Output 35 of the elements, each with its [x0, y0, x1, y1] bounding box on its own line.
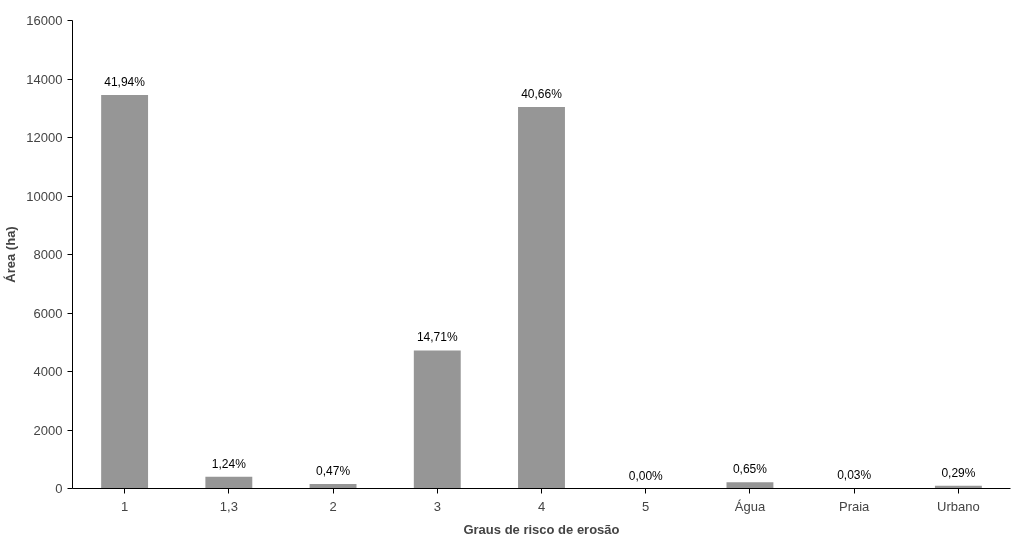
y-tick-label: 6000 — [33, 305, 63, 321]
bar — [309, 484, 357, 489]
x-tick-label: 1,3 — [219, 498, 238, 514]
x-tick-label: 1 — [121, 498, 129, 514]
annotation: 14,71% — [416, 330, 458, 345]
annotation: 0,00% — [628, 468, 664, 483]
x-tick-label: Urbano — [937, 498, 980, 514]
annotation: 40,66% — [521, 87, 563, 102]
y-tick-label: 14000 — [26, 71, 63, 87]
bar — [205, 476, 253, 489]
x-tick-label: 4 — [537, 498, 546, 514]
x-tick-label: Água — [734, 498, 766, 514]
x-tick-label: 3 — [433, 498, 441, 514]
annotation: 0,03% — [837, 468, 872, 483]
y-tick-label: 0 — [55, 481, 63, 496]
y-tick-label: 2000 — [33, 422, 63, 438]
x-tick-label: Praia — [838, 498, 871, 514]
y-axis-title: Área (ha) — [3, 226, 19, 283]
annotation: 41,94% — [104, 75, 146, 90]
x-axis-title: Graus de risco de erosão — [463, 521, 620, 537]
bar — [101, 95, 149, 489]
x-tick-label: 2 — [329, 498, 337, 514]
bar — [726, 482, 774, 489]
annotation: 0,65% — [732, 462, 768, 477]
annotation: 1,24% — [211, 456, 247, 471]
y-tick-label: 4000 — [33, 364, 63, 379]
bar — [518, 107, 565, 489]
annotation: 0,47% — [316, 464, 351, 479]
bar — [413, 350, 461, 489]
annotation: 0,29% — [941, 465, 976, 480]
x-tick-label: 5 — [642, 498, 650, 514]
y-tick-label: 12000 — [26, 130, 63, 145]
y-tick-label: 10000 — [26, 188, 63, 204]
y-tick-label: 16000 — [26, 13, 63, 28]
y-tick-label: 8000 — [33, 247, 63, 262]
